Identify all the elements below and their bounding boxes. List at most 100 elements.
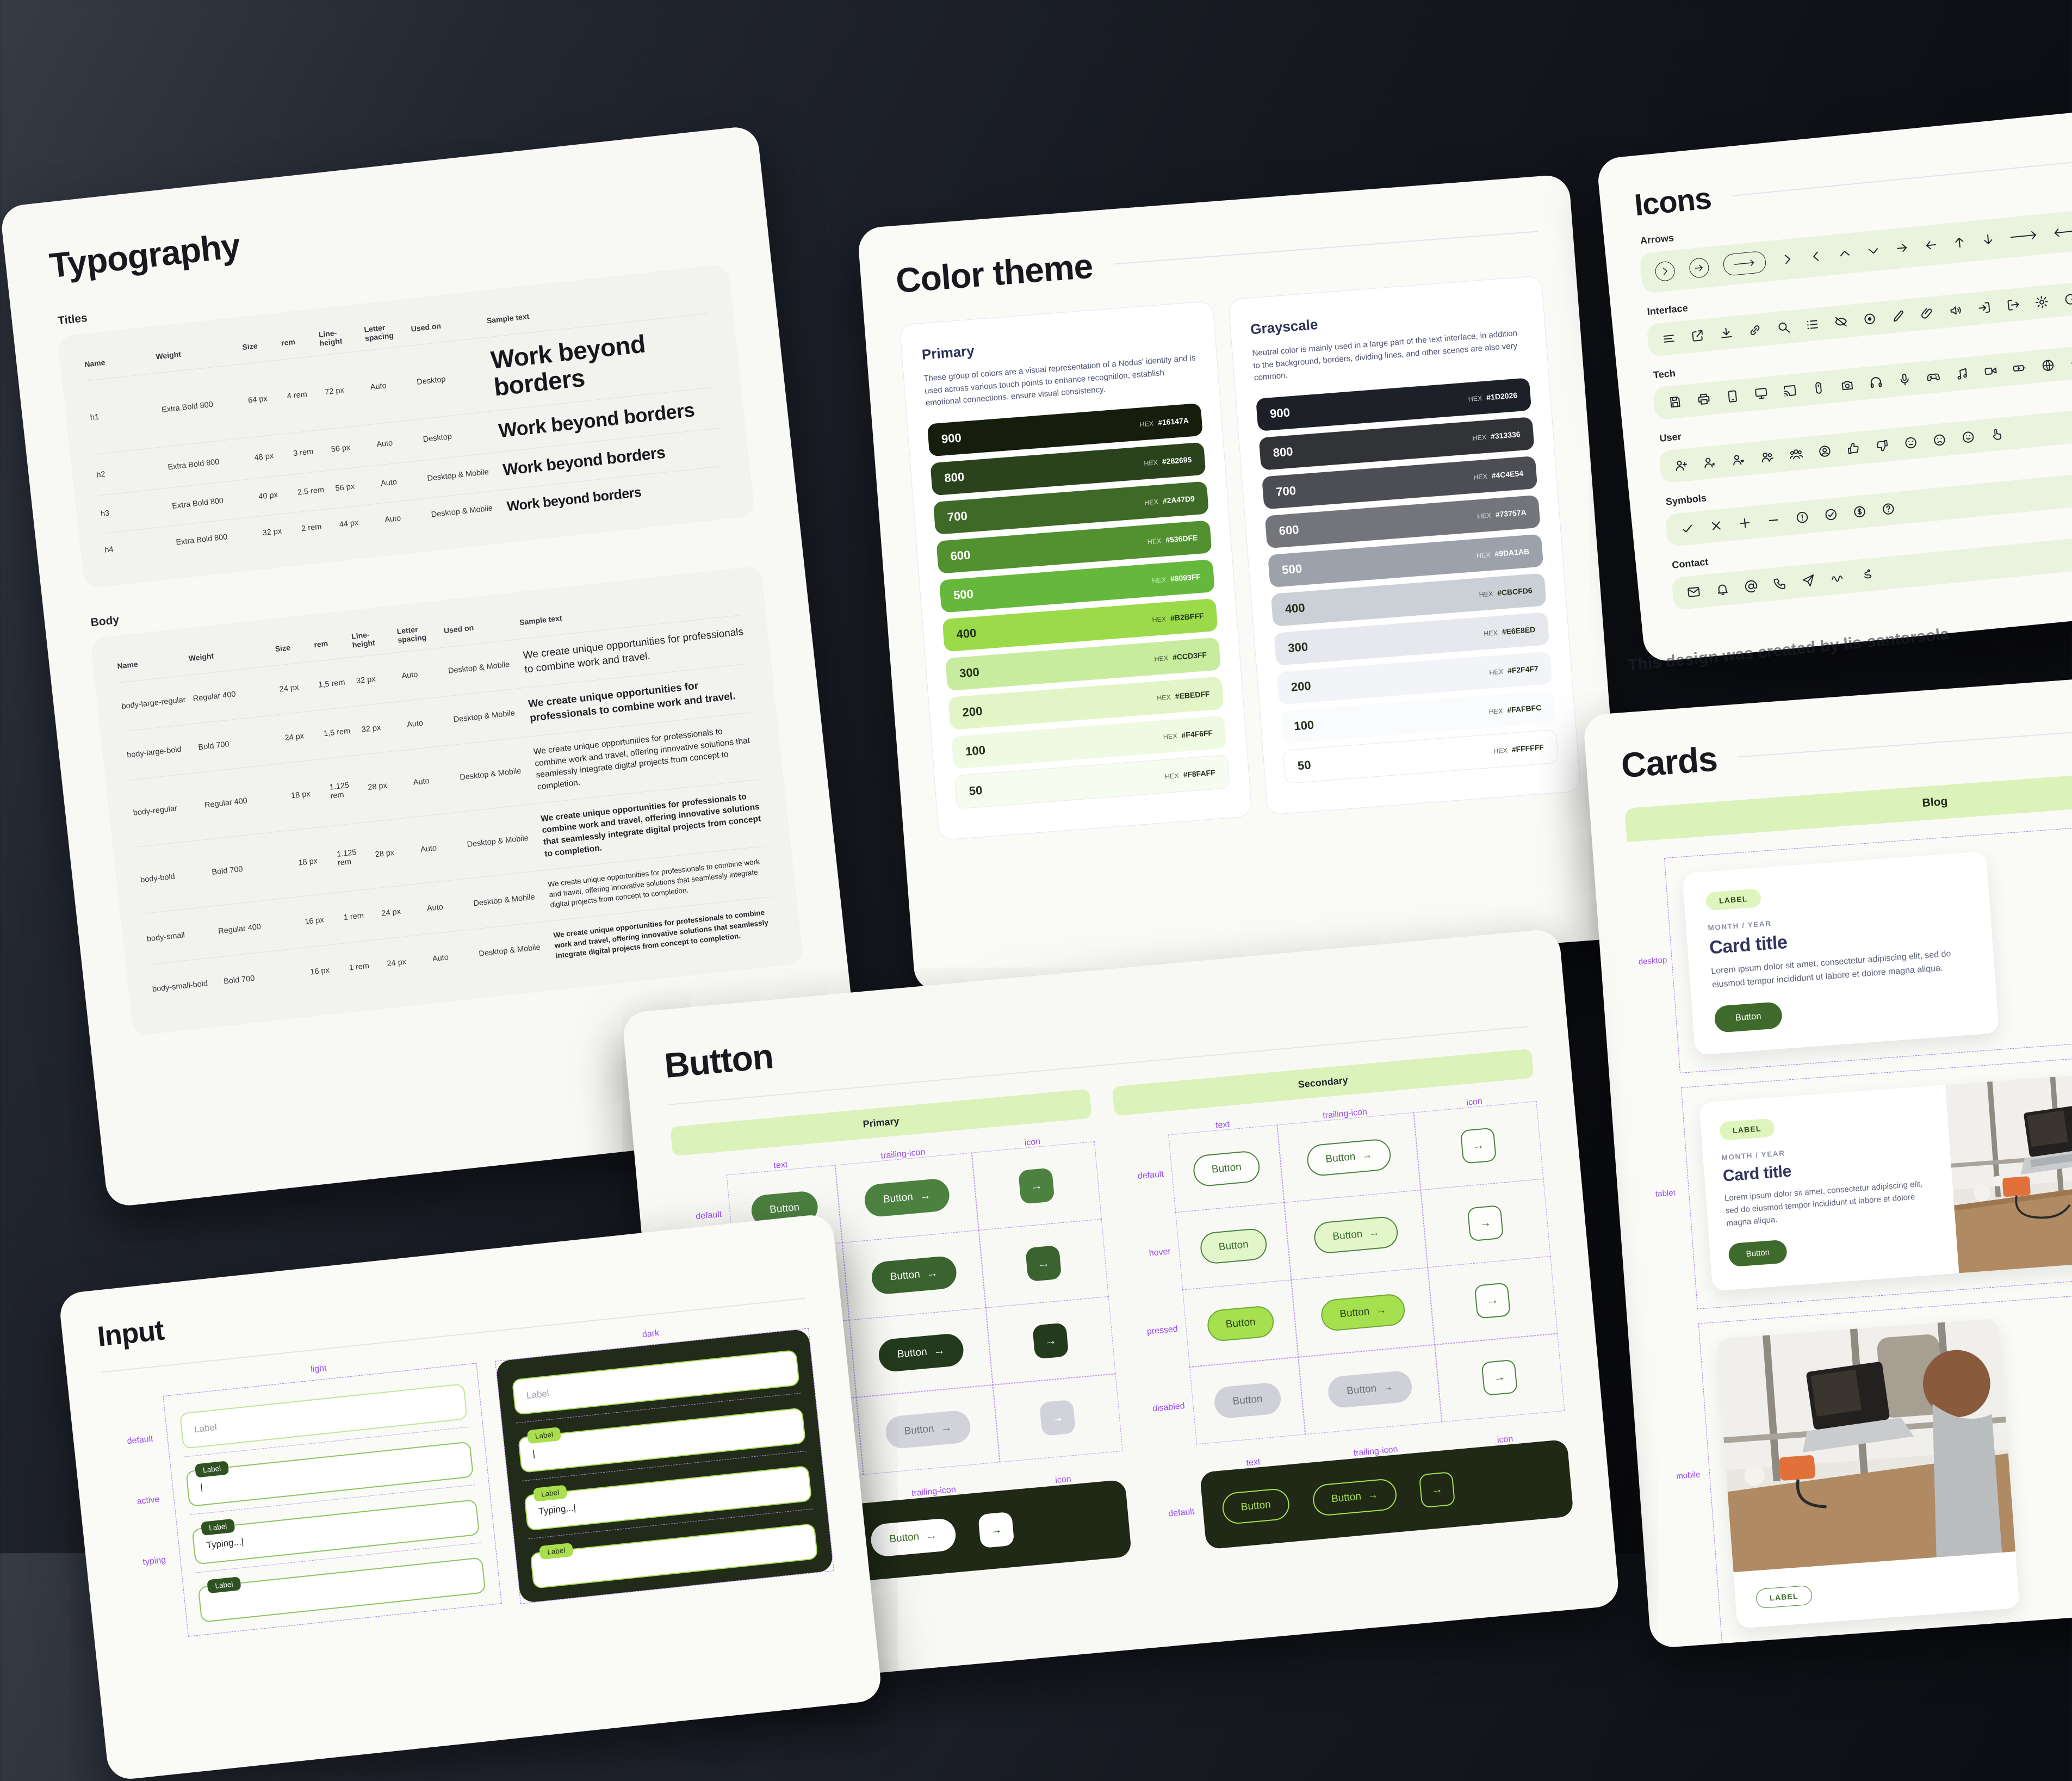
squiggle-icon [1829, 570, 1845, 585]
chevron-down-icon [1866, 243, 1881, 258]
thumbs-up-icon [1846, 441, 1861, 456]
refresh-icon [2063, 292, 2072, 307]
share-alt-icon [1858, 567, 1874, 583]
secondary-button-hover[interactable]: Button [1199, 1227, 1269, 1265]
sign-in-icon [1977, 300, 1992, 315]
globe-icon [2040, 358, 2056, 373]
arrow-right-icon: → [1472, 1139, 1485, 1153]
primary-colors-card: Primary These group of colors are a visu… [899, 300, 1252, 840]
primary-button-disabled-trailing[interactable]: Button → [884, 1409, 972, 1450]
floating-label: Label [194, 1461, 229, 1478]
minus-icon [1766, 512, 1781, 528]
body-table: Name Weight Size rem Line-height Letter spaci… [90, 565, 804, 1036]
arrow-right-icon: → [919, 1189, 932, 1203]
plus-icon [1737, 515, 1752, 530]
secondary-dark-button-trailing[interactable]: Button → [1311, 1477, 1398, 1517]
arrow-right-icon: → [1430, 1482, 1443, 1496]
braces-icon [2069, 355, 2072, 370]
primary-icon-button-hover[interactable]: → [1025, 1245, 1062, 1282]
primary-icon-button-pressed[interactable]: → [1032, 1322, 1069, 1359]
primary-dark-button-trailing[interactable]: Button → [869, 1517, 957, 1557]
arrow-right-icon: → [1367, 1489, 1379, 1501]
secondary-button-default-trailing[interactable]: Button → [1306, 1138, 1392, 1178]
divider [1114, 231, 1539, 265]
circle-arrow-right-icon [1688, 257, 1710, 279]
secondary-button-pressed[interactable]: Button [1206, 1304, 1276, 1343]
row-label-default: default [126, 1434, 154, 1446]
search-icon [1776, 320, 1791, 335]
arrow-right-icon: → [1375, 1304, 1387, 1317]
col-letter-spacing: Letter spacing [363, 323, 394, 343]
primary-dark-icon-button[interactable]: → [977, 1511, 1015, 1548]
help-circle-icon [1881, 501, 1896, 516]
settings-gear-icon [2034, 294, 2049, 310]
long-arrow-left-icon [2052, 224, 2072, 240]
primary-button-hover-trailing[interactable]: Button → [870, 1255, 958, 1296]
primary-button-pressed-trailing[interactable]: Button → [877, 1332, 965, 1373]
thumbs-down-icon [1875, 438, 1890, 453]
h1-sample: Work beyond borders [489, 329, 647, 401]
secondary-dark-icon-button[interactable]: → [1418, 1471, 1455, 1508]
send-icon [1801, 573, 1816, 588]
secondary-button-default[interactable]: Button [1192, 1150, 1262, 1188]
secondary-button-pressed-trailing[interactable]: Button → [1320, 1293, 1406, 1332]
cards-title: Cards [1620, 739, 1719, 786]
mail-icon [1686, 584, 1701, 599]
arrow-right-icon: → [926, 1266, 939, 1281]
arrow-right-icon: → [1044, 1333, 1057, 1348]
secondary-button-disabled-trailing[interactable]: Button → [1326, 1370, 1413, 1409]
microphone-icon [1897, 372, 1912, 387]
at-sign-icon [1744, 579, 1759, 594]
volume-icon [1948, 303, 1963, 318]
dark-column: dark Label Label | Label Typing... | Label [493, 1313, 834, 1604]
secondary-icon-button-default[interactable]: → [1460, 1127, 1497, 1165]
secondary-icon-button-pressed[interactable]: → [1474, 1282, 1511, 1319]
headphones-icon [1868, 375, 1883, 390]
secondary-icon-button-disabled[interactable]: → [1481, 1359, 1518, 1396]
icons-title: Icons [1633, 180, 1713, 222]
input-panel: Input default active typing light Label … [58, 1213, 883, 1781]
arrow-right-icon: → [1037, 1256, 1050, 1271]
cast-icon [1782, 383, 1797, 398]
blog-card-desktop: LABEL MONTH / YEAR Card title Lorem ipsu… [1682, 851, 2000, 1055]
arrow-right-icon: → [1479, 1216, 1492, 1230]
menu-icon [1661, 331, 1677, 346]
long-arrow-right-icon [2009, 227, 2038, 244]
print-icon [1696, 392, 1711, 407]
card-button[interactable]: Button [1728, 1239, 1788, 1267]
grayscale-colors-card: Grayscale Neutral color is mainly used i… [1227, 275, 1581, 815]
check-circle-icon [1823, 507, 1839, 522]
tab-blog[interactable]: Blog [1921, 795, 1949, 809]
label-chip: LABEL [1705, 888, 1761, 911]
link-icon [1747, 323, 1763, 338]
floating-label: Label [532, 1485, 568, 1502]
primary-button-default-trailing[interactable]: Button → [863, 1178, 951, 1219]
primary-icon-button-disabled[interactable]: → [1039, 1399, 1076, 1437]
user-circle-icon [1817, 443, 1832, 459]
divider [1732, 158, 2072, 196]
arrow-right-icon: → [925, 1528, 938, 1542]
secondary-button-hover-trailing[interactable]: Button → [1313, 1215, 1399, 1255]
close-icon [1709, 518, 1724, 533]
color-theme-panel: Color theme Primary These group of color… [857, 174, 1628, 993]
arrow-left-icon [1923, 238, 1938, 253]
breakpoint-label-desktop: desktop [1638, 955, 1667, 967]
col-weight: Weight [155, 349, 182, 361]
save-icon [1667, 394, 1683, 410]
label-chip-outline: LABEL [1755, 1585, 1813, 1609]
col-line-height: Line-height [318, 328, 343, 348]
card-button[interactable]: Button [1714, 1001, 1783, 1033]
floating-label: Label [201, 1518, 235, 1536]
secondary-button-disabled[interactable]: Button [1213, 1382, 1283, 1420]
user-plus-icon [1673, 457, 1689, 473]
primary-icon-button-default[interactable]: → [1018, 1167, 1055, 1205]
arrow-right-icon: → [940, 1421, 953, 1435]
dollar-circle-icon [1852, 504, 1867, 520]
check-icon [1680, 521, 1695, 536]
arrow-right-icon: → [1493, 1370, 1506, 1384]
row-label-typing: typing [142, 1555, 166, 1567]
arrow-right-icon: → [1361, 1149, 1373, 1162]
secondary-icon-button-hover[interactable]: → [1467, 1204, 1504, 1242]
secondary-dark-button[interactable]: Button [1221, 1487, 1291, 1525]
floating-label: Label [539, 1542, 574, 1560]
